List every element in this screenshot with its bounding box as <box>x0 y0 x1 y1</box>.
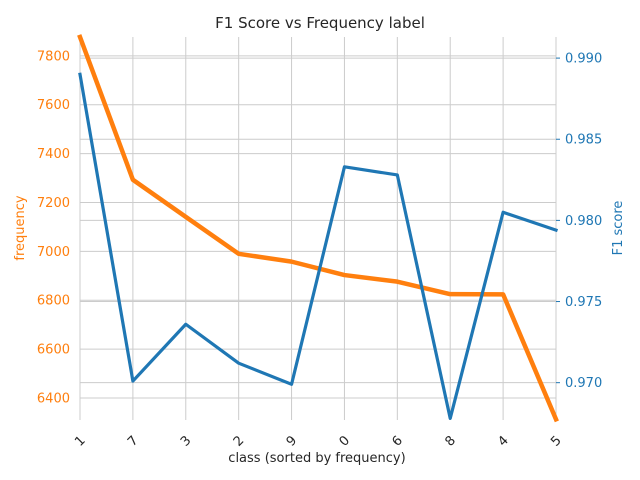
x-tick-label: 1 <box>72 433 88 449</box>
left-tick-label: 6800 <box>37 294 70 309</box>
left-tick-label: 7200 <box>37 196 70 211</box>
f1-score-line <box>78 72 559 420</box>
x-tick-label: 3 <box>178 433 194 449</box>
x-tick-label: 0 <box>337 433 353 449</box>
right-tick-label: 0.985 <box>565 133 602 148</box>
x-tick-label: 6 <box>390 433 406 449</box>
x-tick-label: 2 <box>231 433 247 449</box>
left-tick-label: 7400 <box>37 147 70 162</box>
right-axis-label: F1 score <box>611 201 626 256</box>
x-tick-label: 5 <box>548 433 564 449</box>
x-tick-label: 9 <box>284 433 300 449</box>
frequency-line <box>77 34 559 423</box>
x-axis-label: class (sorted by frequency) <box>228 451 405 466</box>
left-tick-label: 7000 <box>37 245 70 260</box>
chart-title: F1 Score vs Frequency label <box>215 14 425 32</box>
x-tick-label: 4 <box>495 433 511 449</box>
x-tick-label: 7 <box>125 433 141 449</box>
right-tick-label: 0.990 <box>565 52 602 67</box>
right-tick-label: 0.970 <box>565 376 602 391</box>
axes: 1 7 3 2 9 0 6 8 4 5 6400 6600 6800 7000 7200 7400 7600 78… <box>37 49 602 449</box>
left-tick-label: 6600 <box>37 343 70 358</box>
left-tick-label: 7600 <box>37 98 70 113</box>
left-tick-label: 7800 <box>37 49 70 64</box>
right-tick-label: 0.980 <box>565 214 602 229</box>
grid <box>79 37 557 420</box>
x-tick-label: 8 <box>442 433 458 449</box>
series <box>77 34 559 423</box>
right-tick-label: 0.975 <box>565 295 602 310</box>
left-axis-label: frequency <box>13 195 28 261</box>
left-tick-label: 6400 <box>37 392 70 407</box>
